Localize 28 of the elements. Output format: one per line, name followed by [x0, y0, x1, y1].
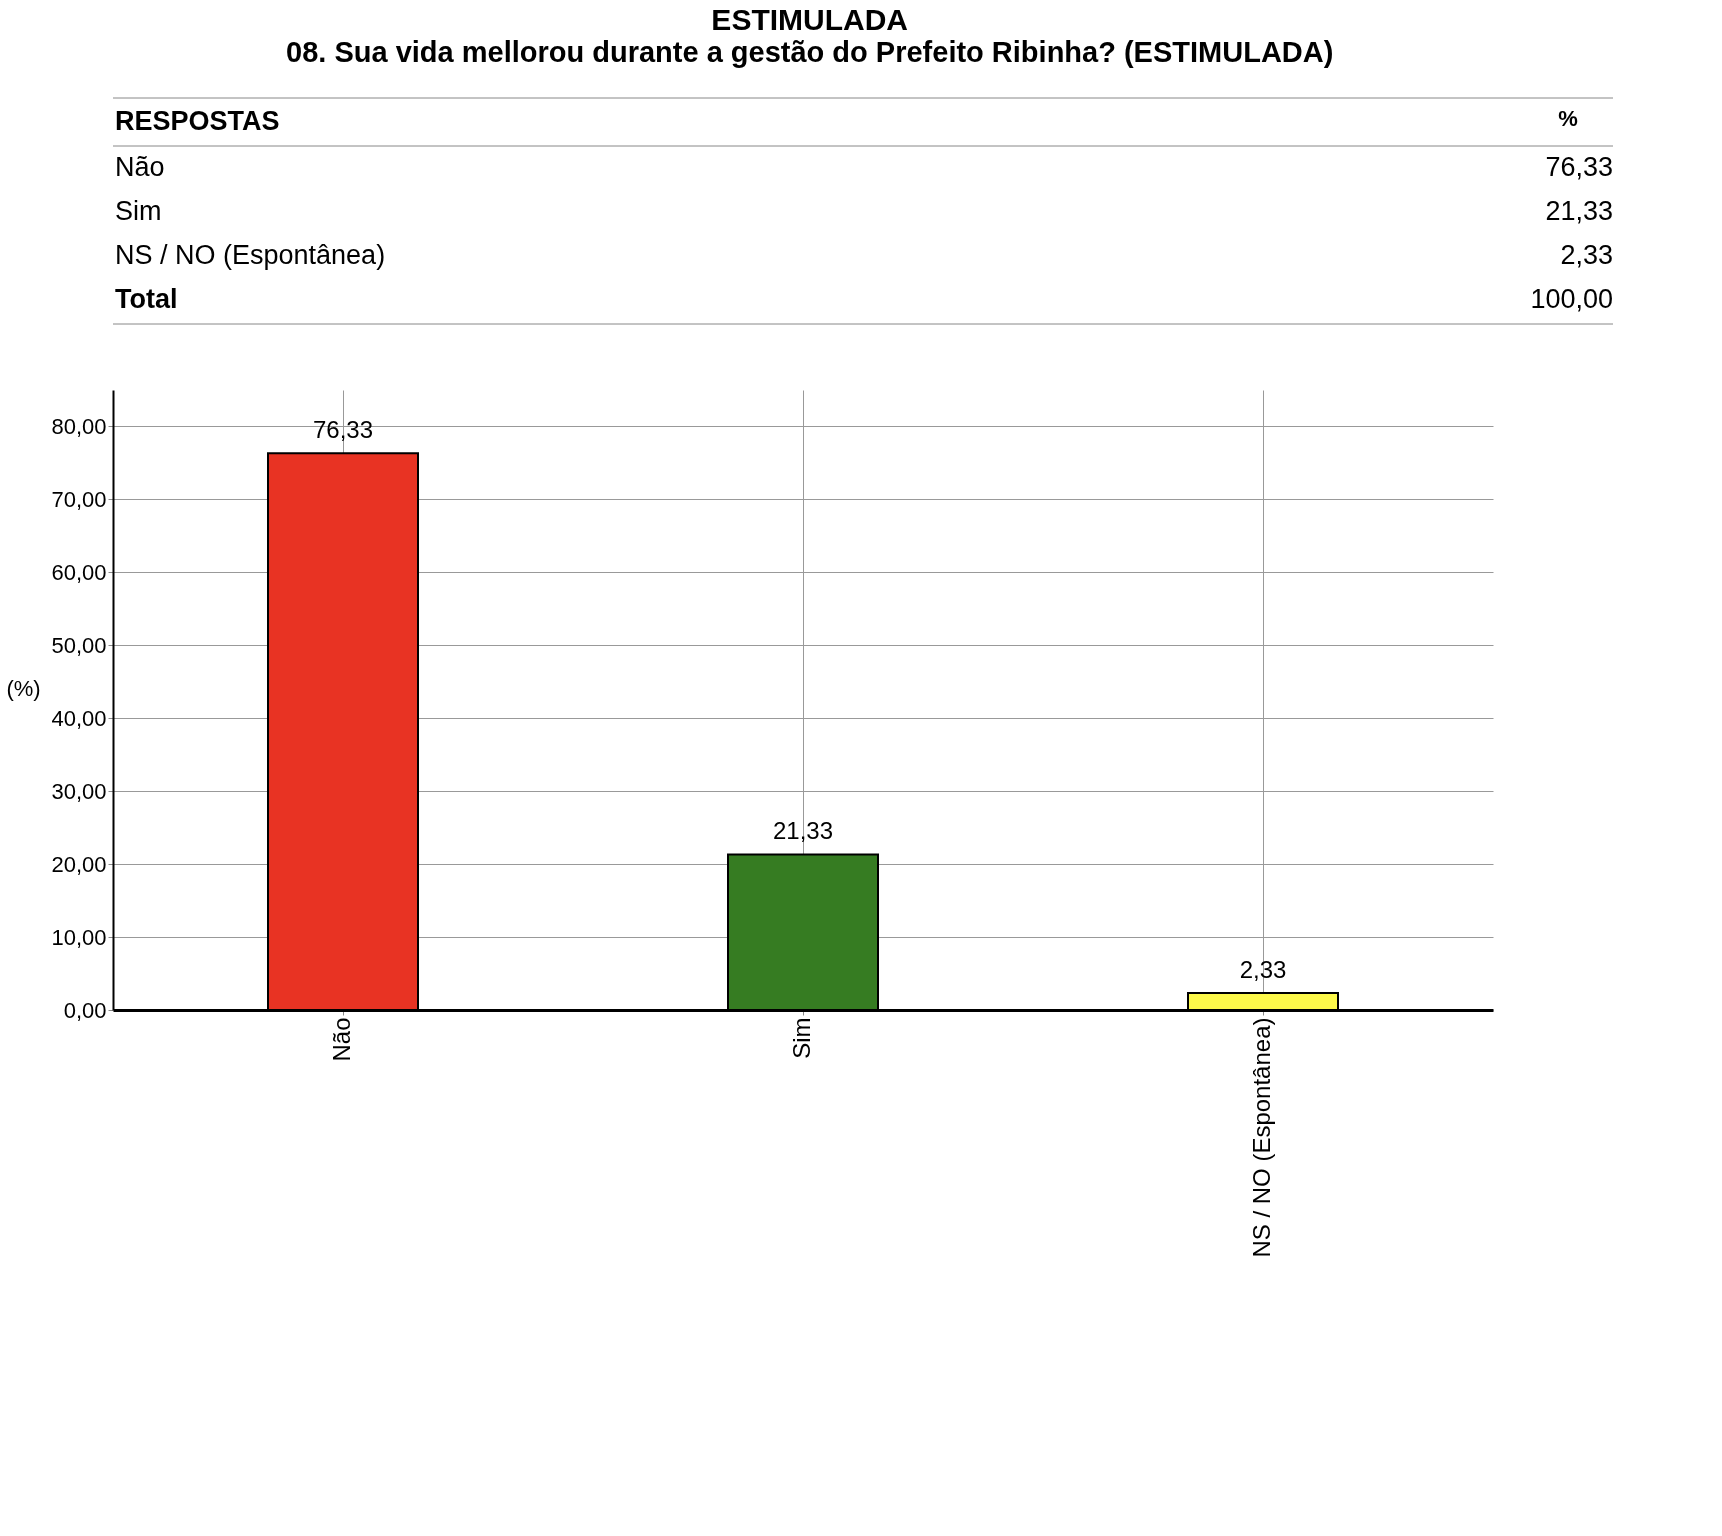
y-tick-label: 20,00	[51, 851, 107, 877]
category-label: Não	[115, 152, 165, 182]
text: RESPOSTAS	[115, 106, 280, 136]
y-tick-label: 70,00	[51, 486, 107, 512]
text: Total	[115, 284, 178, 314]
data-label: 76,33	[312, 416, 374, 444]
text: 2,33	[1560, 240, 1613, 270]
y-axis-title: (%)	[6, 675, 41, 701]
y-tick-label: 80,00	[51, 413, 107, 439]
data-label: 21,33	[772, 817, 834, 845]
data-label: 2,33	[1239, 956, 1287, 983]
category-label: Sim	[115, 196, 162, 226]
y-tick-label: 60,00	[51, 559, 107, 585]
text: 76,33	[1545, 152, 1613, 182]
x-tick-label: Sim	[788, 1017, 815, 1059]
category-label: NS / NO (Espontânea)	[115, 240, 386, 270]
chart-subtitle: 08. Sua vida mellorou durante a gestão do Prefeito Ribinha? (ESTIMULADA)	[286, 35, 1334, 68]
chart-title: ESTIMULADA	[711, 2, 909, 36]
text: 21,33	[1545, 196, 1613, 226]
x-tick-label: Não	[328, 1017, 355, 1062]
y-tick-label: 0,00	[63, 997, 107, 1023]
y-tick-label: 40,00	[51, 705, 107, 731]
y-tick-label: 30,00	[51, 778, 107, 804]
text: 100,00	[1530, 284, 1613, 314]
x-tick-label: NS / NO (Espontânea)	[1248, 1017, 1275, 1258]
y-tick-label: 10,00	[51, 924, 107, 950]
y-tick-label: 50,00	[51, 632, 107, 658]
text: %	[1558, 106, 1578, 131]
